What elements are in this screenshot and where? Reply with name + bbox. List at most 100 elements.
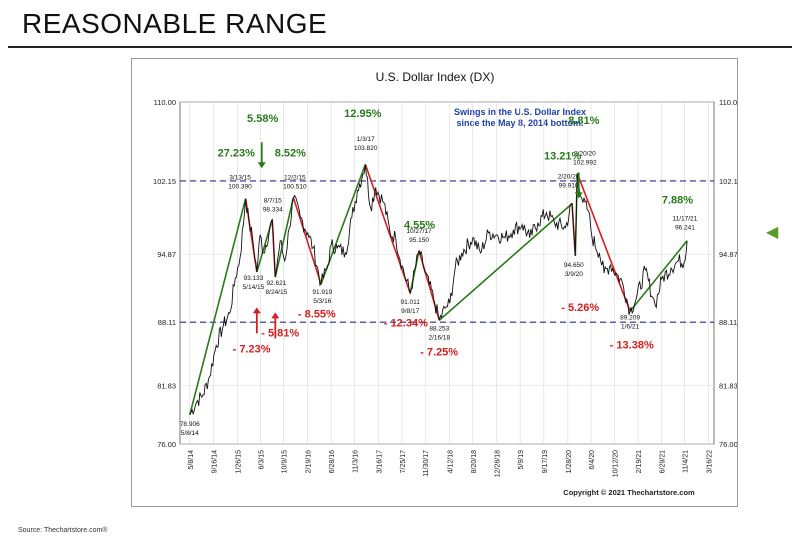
y-tick-label-left: 88.11 xyxy=(158,318,176,327)
x-tick-label: 5/9/19 xyxy=(518,450,525,470)
point-annotation: 100.390 xyxy=(228,183,252,190)
rally-swing-line xyxy=(274,197,295,278)
x-tick-label: 11/4/21 xyxy=(683,450,690,473)
point-annotation: 5/8/14 xyxy=(181,430,199,437)
rally-swing-line xyxy=(629,240,688,312)
x-tick-label: 5/8/14 xyxy=(188,450,195,470)
x-tick-label: 11/30/17 xyxy=(423,450,430,477)
arrow-head xyxy=(252,307,261,314)
chart-title: U.S. Dollar Index (DX) xyxy=(376,70,495,84)
up-arrow-icon xyxy=(271,312,280,339)
x-tick-label: 1/26/15 xyxy=(235,450,242,473)
point-annotation: 8/7/15 xyxy=(264,198,282,205)
x-tick-label: 12/28/18 xyxy=(494,450,501,477)
rally-swing-line xyxy=(409,250,420,294)
point-annotation: 96.241 xyxy=(675,225,695,232)
y-tick-label-left: 76.00 xyxy=(157,440,176,449)
x-tick-label: 3/16/17 xyxy=(376,450,383,473)
decline-percent-label: - 5.26% xyxy=(561,302,599,314)
decline-percent-label: - 5.81% xyxy=(261,327,299,339)
point-annotation: 98.334 xyxy=(263,207,283,214)
x-tick-label: 9/16/14 xyxy=(211,450,218,473)
x-tick-label: 10/9/15 xyxy=(282,450,289,473)
y-tick-label-right: 76.00 xyxy=(719,440,737,449)
rally-percent-label: 27.23% xyxy=(218,147,256,159)
y-tick-label-right: 81.83 xyxy=(719,381,737,390)
y-tick-label-right: 102.15 xyxy=(719,177,737,186)
down-arrow-icon xyxy=(574,172,583,199)
rally-percent-label: 4.55% xyxy=(404,220,435,232)
arrow-head xyxy=(271,312,280,319)
x-tick-label: 1/28/20 xyxy=(566,450,573,473)
point-annotation: 10/27/17 xyxy=(406,228,432,235)
rally-percent-label: 5.58% xyxy=(247,113,278,125)
x-tick-label: 2/19/16 xyxy=(306,450,313,473)
x-tick-label: 9/17/19 xyxy=(542,450,549,473)
point-annotation: 92.621 xyxy=(266,280,286,287)
decline-swing-line xyxy=(292,197,322,285)
decline-percent-label: - 7.23% xyxy=(233,343,271,355)
down-arrow-icon xyxy=(257,142,266,169)
point-annotation: 5/14/15 xyxy=(243,284,265,291)
point-annotation: 91.919 xyxy=(312,289,332,296)
point-annotation: 1/3/17 xyxy=(357,136,375,143)
point-annotation: 12/2/15 xyxy=(284,174,306,181)
y-tick-label-right: 110.00 xyxy=(719,98,737,107)
up-arrow-icon xyxy=(252,307,261,334)
point-annotation: 99.910 xyxy=(559,182,579,189)
y-tick-label-left: 102.15 xyxy=(153,177,176,186)
left-arrow-icon: ◀ xyxy=(766,224,779,241)
arrow-head xyxy=(257,162,266,169)
point-annotation: 2/20/20 xyxy=(558,173,580,180)
chart-copyright: Copyright © 2021 Thechartstore.com xyxy=(563,488,695,497)
x-tick-label: 6/28/16 xyxy=(329,450,336,473)
y-tick-label-right: 88.11 xyxy=(719,318,737,327)
price-series-line xyxy=(189,164,688,416)
x-tick-label: 8/20/18 xyxy=(471,450,478,473)
arrow-head xyxy=(574,192,583,199)
plot-area xyxy=(179,101,715,445)
point-annotation: 5/3/16 xyxy=(313,298,331,305)
x-tick-label: 6/3/15 xyxy=(258,450,265,470)
point-annotation: 9/8/17 xyxy=(401,308,419,315)
decline-swing-line xyxy=(576,173,631,312)
point-annotation: 95.150 xyxy=(409,237,429,244)
x-tick-label: 6/29/21 xyxy=(660,450,667,473)
decline-percent-label: - 7.25% xyxy=(420,346,458,358)
y-tick-label-left: 94.87 xyxy=(157,250,176,259)
rally-swing-line xyxy=(188,198,247,416)
title-divider xyxy=(8,46,792,48)
point-annotation: 3/9/20 xyxy=(565,271,583,278)
rally-percent-label: 12.95% xyxy=(344,108,382,120)
slide-title: REASONABLE RANGE xyxy=(22,8,328,39)
y-tick-label-left: 81.83 xyxy=(157,381,176,390)
x-tick-label: 11/3/16 xyxy=(352,450,359,473)
rally-percent-label: 7.88% xyxy=(662,195,693,207)
point-annotation: 88.253 xyxy=(429,325,449,332)
decline-percent-label: - 8.55% xyxy=(298,308,336,320)
dollar-index-chart: U.S. Dollar Index (DX) Swings in the U.S… xyxy=(153,70,742,497)
point-annotation: 2/16/18 xyxy=(428,334,450,341)
point-annotation: 94.650 xyxy=(564,262,584,269)
rally-percent-label: 8.52% xyxy=(275,147,306,159)
point-annotation: 11/17/21 xyxy=(672,216,697,223)
x-tick-label: 7/25/17 xyxy=(400,450,407,473)
x-tick-label: 4/12/18 xyxy=(447,450,454,473)
point-annotation: 8/24/15 xyxy=(266,289,288,296)
point-annotation: 3/13/15 xyxy=(229,174,251,181)
source-note: Source: Thechartstore.com® xyxy=(18,527,108,534)
rally-percent-label: 8.81% xyxy=(568,115,599,127)
point-annotation: 78.906 xyxy=(180,421,200,428)
y-tick-label-right: 94.87 xyxy=(719,250,737,259)
y-tick-label-left: 110.00 xyxy=(154,98,176,107)
point-annotation: 102.992 xyxy=(573,159,597,166)
point-annotation: 89.209 xyxy=(620,314,640,321)
rally-percent-label: 13.21% xyxy=(544,150,582,162)
decline-swing-line xyxy=(364,164,411,294)
point-annotation: 1/6/21 xyxy=(621,323,639,330)
point-annotation: 93.133 xyxy=(243,275,263,282)
x-tick-label: 10/12/20 xyxy=(613,450,620,477)
decline-percent-label: - 12.34% xyxy=(384,317,428,329)
x-tick-label: 3/16/22 xyxy=(707,450,714,473)
decline-percent-label: - 13.38% xyxy=(610,339,654,351)
